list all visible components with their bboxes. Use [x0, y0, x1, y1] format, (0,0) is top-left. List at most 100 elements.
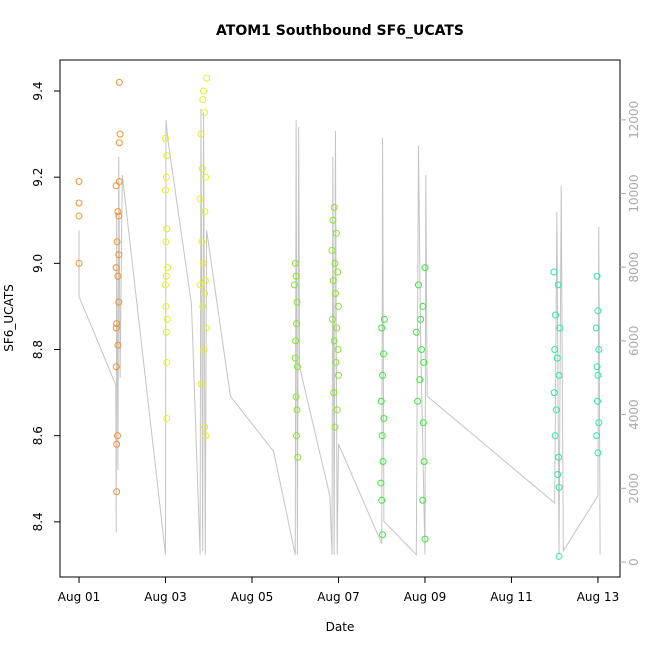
data-point	[162, 134, 170, 142]
data-point	[593, 432, 601, 440]
data-point	[329, 277, 337, 285]
data-point	[292, 337, 300, 345]
data-point	[419, 419, 427, 427]
data-point	[199, 96, 207, 104]
data-point	[293, 320, 301, 328]
data-point	[294, 453, 302, 461]
data-point	[162, 173, 170, 181]
data-point	[379, 458, 387, 466]
x-tick-label: Aug 03	[144, 590, 187, 604]
data-point	[556, 324, 564, 332]
data-point	[164, 264, 172, 272]
data-point	[200, 423, 208, 431]
data-point	[291, 354, 299, 362]
data-point	[112, 324, 120, 332]
data-point	[329, 216, 337, 224]
x-tick-label: Aug 13	[577, 590, 620, 604]
data-point	[420, 358, 428, 366]
data-point	[552, 311, 560, 319]
data-point	[116, 130, 124, 138]
data-point	[555, 453, 563, 461]
data-point	[334, 346, 342, 354]
data-point	[162, 238, 170, 246]
x-tick-label: Aug 09	[404, 590, 447, 604]
data-point	[114, 272, 122, 280]
data-point	[75, 199, 83, 207]
y2-tick-label: 12000	[627, 101, 641, 139]
data-point	[551, 432, 559, 440]
data-point	[593, 363, 601, 371]
data-point	[380, 315, 388, 323]
data-point	[334, 371, 342, 379]
altitude-line	[78, 108, 601, 556]
data-point	[418, 346, 426, 354]
data-point	[200, 109, 208, 117]
data-point	[202, 432, 210, 440]
data-point	[162, 302, 170, 310]
data-point	[112, 182, 120, 190]
data-point	[115, 298, 123, 306]
data-point	[379, 371, 387, 379]
data-point	[163, 225, 171, 233]
data-point	[550, 268, 558, 276]
data-point	[332, 358, 340, 366]
data-point	[551, 346, 559, 354]
data-point	[162, 281, 170, 289]
data-point	[113, 440, 121, 448]
data-point	[330, 203, 338, 211]
data-point	[331, 259, 339, 267]
data-point	[196, 195, 204, 203]
data-point	[196, 281, 204, 289]
data-point	[378, 432, 386, 440]
data-point	[197, 380, 205, 388]
x-axis-label: Date	[326, 620, 355, 634]
data-point	[113, 488, 121, 496]
data-point	[553, 354, 561, 362]
data-point	[421, 535, 429, 543]
data-point	[112, 264, 120, 272]
data-point	[331, 423, 339, 431]
data-point	[377, 479, 385, 487]
y-tick-label: 8.8	[31, 340, 45, 359]
data-point	[291, 259, 299, 267]
y2-tick-label: 10000	[627, 174, 641, 212]
data-point	[330, 389, 338, 397]
data-point	[328, 315, 336, 323]
y2-tick-label: 4000	[627, 399, 641, 430]
y2-tick-label: 6000	[627, 326, 641, 357]
data-point	[333, 406, 341, 414]
data-point	[416, 376, 424, 384]
data-point	[554, 470, 562, 478]
data-point	[199, 302, 207, 310]
data-point	[115, 251, 123, 259]
data-point	[202, 324, 210, 332]
data-point	[333, 324, 341, 332]
y-tick-label: 8.6	[31, 426, 45, 445]
data-point	[554, 281, 562, 289]
data-point	[114, 208, 122, 216]
data-point	[594, 449, 602, 457]
y-tick-label: 8.4	[31, 512, 45, 531]
data-point	[421, 264, 429, 272]
data-point	[595, 419, 603, 427]
y2-tick-label: 0	[627, 558, 641, 566]
x-tick-label: Aug 01	[58, 590, 101, 604]
data-point	[292, 393, 300, 401]
data-point	[379, 531, 387, 539]
data-point	[201, 277, 209, 285]
data-point	[594, 397, 602, 405]
data-point	[114, 432, 122, 440]
data-point	[162, 272, 170, 280]
data-point	[113, 238, 121, 246]
plot-frame	[59, 59, 621, 578]
data-point	[115, 139, 123, 147]
data-point	[552, 406, 560, 414]
data-point	[200, 346, 208, 354]
x-tick-label: Aug 07	[317, 590, 360, 604]
data-point	[163, 315, 171, 323]
data-point	[555, 371, 563, 379]
data-point	[331, 290, 339, 298]
data-point	[293, 406, 301, 414]
data-point	[203, 74, 211, 82]
